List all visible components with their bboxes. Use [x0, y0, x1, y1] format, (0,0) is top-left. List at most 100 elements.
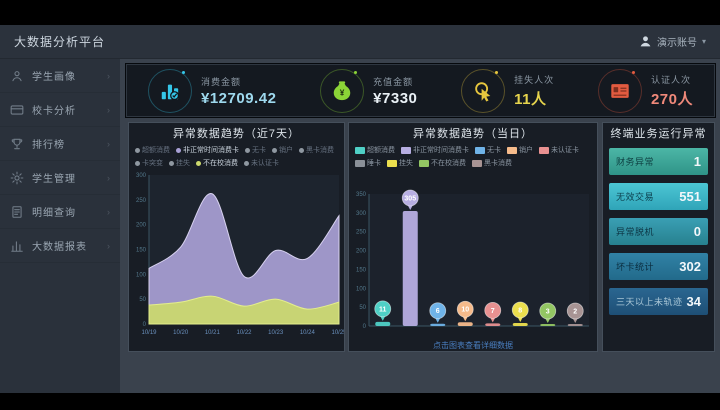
app-window: 大数据分析平台 演示账号 ▾ 学生画像 › 校卡分析 › 排行榜 › 学生管理 › 明细查询 › 大… — [0, 25, 720, 393]
area-series-1[interactable] — [148, 295, 340, 325]
status-row-0[interactable]: 财务异常 1 — [609, 148, 708, 175]
bar-2[interactable]: 6 — [429, 302, 447, 326]
legend-item[interactable]: 挂失 — [387, 158, 413, 168]
y-tick-label: 300 — [356, 211, 367, 217]
status-row-value: 34 — [686, 294, 701, 309]
chevron-right-icon: › — [107, 104, 110, 115]
bar-chart[interactable]: 0 50 100 150 200 250 300 350 11 305 6 10 7 8 3 2 — [349, 170, 597, 339]
status-row-3[interactable]: 坏卡统计 302 — [609, 253, 708, 280]
ring-dot — [182, 70, 185, 74]
x-tick-label: 10/23 — [268, 330, 284, 336]
x-tick-label: 10/21 — [205, 330, 221, 336]
kpi-value: 270人 — [650, 90, 693, 108]
legend-item[interactable]: 不在校消费 — [196, 158, 238, 168]
legend-item[interactable]: 黑卡消费 — [299, 145, 334, 155]
x-tick-label: 10/24 — [300, 330, 316, 336]
legend-label: 不在校消费 — [203, 160, 238, 167]
sidebar-item-1[interactable]: 校卡分析 › — [0, 93, 120, 127]
y-tick-label: 300 — [136, 173, 147, 179]
legend-item[interactable]: 睡卡 — [355, 158, 381, 168]
legend-item[interactable]: 挂失 — [169, 158, 190, 168]
sidebar-nav: 学生画像 › 校卡分析 › 排行榜 › 学生管理 › 明细查询 › 大数据报表 › — [0, 59, 120, 393]
kpi-label: 挂失人次 — [514, 74, 555, 85]
status-row-4[interactable]: 三天以上未轨迹 34 — [609, 288, 708, 315]
status-row-1[interactable]: 无效交易 551 — [609, 183, 708, 210]
legend-label: 黑卡消费 — [306, 147, 334, 154]
bar-7[interactable]: 2 — [566, 302, 584, 326]
sidebar-item-5[interactable]: 大数据报表 › — [0, 229, 120, 263]
area-chart-svg: 0 50 100 150 200 250 300 10/19 10/20 10/21 10/22 10… — [136, 173, 347, 336]
status-row-2[interactable]: 异常脱机 0 — [609, 218, 708, 245]
sidebar-item-0[interactable]: 学生画像 › — [0, 59, 120, 93]
chevron-right-icon: › — [107, 138, 110, 149]
bar-6[interactable]: 3 — [539, 302, 557, 326]
sidebar-item-3[interactable]: 学生管理 › — [0, 161, 120, 195]
sidebar-item-4[interactable]: 明细查询 › — [0, 195, 120, 229]
legend-item[interactable]: 卡突变 — [135, 158, 163, 168]
chevron-right-icon: › — [107, 172, 110, 183]
y-tick-label: 200 — [136, 223, 147, 229]
user-menu[interactable]: 演示账号 ▾ — [639, 34, 706, 49]
y-tick-label: 100 — [356, 286, 367, 292]
legend-label: 挂失 — [176, 160, 190, 167]
area-series-0[interactable] — [148, 193, 340, 325]
x-tick-label: 10/25 — [331, 330, 344, 336]
legend-swatch — [472, 159, 482, 167]
y-tick-label: 250 — [136, 198, 147, 204]
y-tick-label: 50 — [359, 305, 366, 311]
legend-item[interactable]: 未认证卡 — [244, 158, 279, 168]
legend-item[interactable]: 销户 — [507, 145, 533, 155]
y-tick-label: 250 — [356, 230, 367, 236]
bar-0[interactable]: 11 — [374, 300, 392, 326]
status-row-label: 坏卡统计 — [616, 262, 655, 272]
panel-trend-7days: 异常数据趋势（近7天） 超额消费 非正常时间消费卡 无卡 销户 黑卡消费 卡突变 挂失 不在校… — [128, 122, 347, 352]
ring-dot — [354, 70, 358, 74]
y-tick-label: 150 — [136, 248, 147, 254]
legend-item[interactable]: 非正常时间消费卡 — [176, 145, 239, 155]
user-avatar-icon — [639, 35, 652, 48]
legend-item[interactable]: 超额消费 — [135, 145, 170, 155]
legend-label: 卡突变 — [142, 160, 163, 167]
status-row-label: 异常脱机 — [616, 227, 655, 237]
legend-item[interactable]: 无卡 — [245, 145, 266, 155]
legend-item[interactable]: 超额消费 — [355, 145, 395, 155]
gear-icon — [10, 171, 24, 185]
legend-label: 挂失 — [399, 160, 413, 167]
legend-label: 未认证卡 — [251, 160, 279, 167]
status-row-label: 三天以上未轨迹 — [616, 297, 683, 307]
sidebar-item-2[interactable]: 排行榜 › — [0, 127, 120, 161]
x-tick-label: 10/20 — [173, 330, 189, 336]
sidebar-item-label: 学生管理 — [32, 174, 76, 185]
legend-item[interactable]: 黑卡消费 — [472, 158, 512, 168]
legend-dot — [196, 160, 201, 166]
sidebar-item-label: 校卡分析 — [32, 106, 76, 117]
legend-item[interactable]: 无卡 — [475, 145, 501, 155]
legend-swatch — [355, 146, 365, 154]
y-tick-label: 200 — [356, 249, 367, 255]
status-row-value: 1 — [693, 154, 701, 169]
area-chart[interactable]: 0 50 100 150 200 250 300 10/19 10/20 10/21 10/22 10… — [129, 170, 347, 341]
bar-5[interactable]: 8 — [511, 301, 529, 326]
x-tick-label: 10/19 — [141, 330, 157, 336]
bar-1[interactable]: 305 — [401, 189, 419, 326]
status-row-label: 无效交易 — [616, 192, 655, 202]
legend-label: 销户 — [519, 147, 533, 154]
legend-swatch — [419, 159, 429, 167]
bar-3[interactable]: 10 — [456, 300, 474, 326]
panel-terminal-status: 终端业务运行异常 财务异常 1 无效交易 551 异常脱机 0 坏卡统计 302 三天以上未轨迹… — [602, 122, 715, 352]
legend-item[interactable]: 销户 — [272, 145, 293, 155]
legend-item[interactable]: 不在校消费 — [419, 158, 466, 168]
legend-item[interactable]: 未认证卡 — [539, 145, 579, 155]
svg-text:11: 11 — [379, 306, 387, 313]
legend-item[interactable]: 非正常时间消费卡 — [401, 145, 469, 155]
chart-detail-link[interactable]: 点击图表查看详细数据 — [433, 341, 513, 350]
sidebar-item-label: 学生画像 — [32, 72, 76, 83]
y-tick-label: 50 — [139, 297, 146, 303]
bar-4[interactable]: 7 — [484, 301, 502, 326]
bar-chart-svg: 0 50 100 150 200 250 300 350 11 305 6 10 7 8 3 2 — [356, 189, 589, 330]
panel-trend-today: 异常数据趋势（当日） 超额消费 非正常时间消费卡 无卡 销户 未认证卡 睡卡 挂失 不在校消费… — [348, 122, 598, 352]
chart-icon — [10, 239, 24, 253]
chevron-right-icon: › — [107, 70, 110, 81]
status-row-value: 302 — [679, 259, 701, 274]
status-row-value: 0 — [693, 224, 701, 239]
